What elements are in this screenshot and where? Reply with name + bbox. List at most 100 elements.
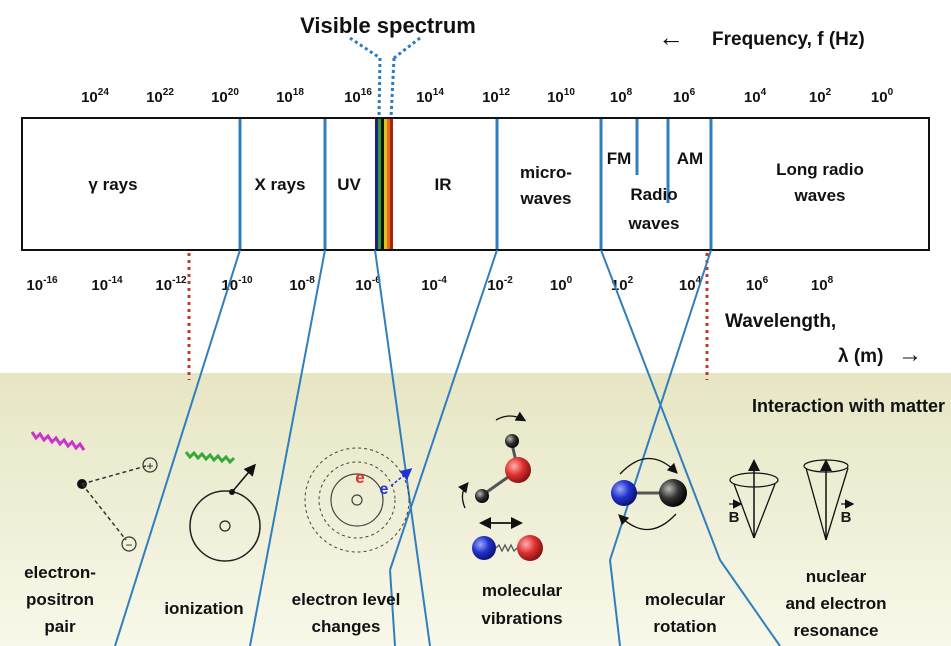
electron-sign: − (125, 538, 132, 552)
small-atom-top-icon (505, 434, 519, 448)
frequency-tick-exponent: 18 (293, 87, 305, 98)
frequency-tick-base: 10 (482, 89, 499, 106)
band-radio-line1: Radio (630, 185, 677, 204)
wavelength-tick-label: 104 (679, 275, 702, 294)
frequency-tick-base: 10 (744, 89, 761, 106)
frequency-tick-label: 1022 (146, 87, 174, 106)
frequency-tick-exponent: 8 (627, 87, 633, 98)
process-pair-line2: positron (26, 590, 94, 609)
wavelength-label-line1: Wavelength, (725, 311, 836, 332)
spring-bond-icon (495, 543, 518, 553)
ground-electron-icon: e (380, 481, 389, 498)
magnetic-field-label-1: B (729, 509, 740, 526)
ejected-electron-arrow-icon (231, 463, 256, 493)
rotation-arrow-bottom-icon (618, 513, 677, 531)
visible-spectrum-connectors (349, 36, 421, 119)
frequency-label: Frequency, f (Hz) (712, 29, 865, 50)
wavelength-tick-base: 10 (811, 277, 828, 294)
red-atom-2-icon (517, 535, 543, 561)
band-long-line1: Long radio (776, 160, 864, 179)
wavelength-tick-exponent: -6 (372, 275, 381, 286)
band-am: AM (677, 149, 703, 168)
magnetic-field-label-2: B (841, 509, 852, 526)
band-radio-line2: waves (627, 214, 679, 233)
wavelength-axis-label: Wavelength, λ (m) → (725, 311, 922, 368)
frequency-tick-base: 10 (344, 89, 361, 106)
wavelength-tick-base: 10 (355, 277, 372, 294)
frequency-tick-exponent: 22 (163, 87, 175, 98)
band-separators (238, 119, 713, 249)
process-electron-line1: electron level (292, 590, 401, 609)
band-micro-line1: micro- (520, 163, 572, 182)
process-pair-line3: pair (44, 617, 76, 636)
frequency-tick-exponent: 12 (499, 87, 511, 98)
wavelength-tick-exponent: 6 (763, 275, 769, 286)
resonance-illustration: B B (729, 459, 855, 541)
wavelength-tick-exponent: 2 (628, 275, 634, 286)
wavelength-tick-base: 10 (289, 277, 306, 294)
wavelength-tick-label: 10-2 (487, 275, 513, 294)
pair-production-illustration: + − (30, 431, 158, 552)
frequency-tick-exponent: 0 (888, 87, 894, 98)
wavelength-tick-exponent: -2 (504, 275, 513, 286)
wavelength-tick-base: 10 (679, 277, 696, 294)
frequency-tick-label: 100 (871, 87, 894, 106)
frequency-axis-label: ← Frequency, f (Hz) (658, 22, 865, 52)
molecular-rotation-illustration (611, 457, 687, 531)
electron-icon (121, 536, 137, 552)
wavelength-tick-base: 10 (746, 277, 763, 294)
frequency-tick-exponent: 24 (98, 87, 110, 98)
band-micro-line2: waves (519, 189, 571, 208)
frequency-tick-base: 10 (547, 89, 564, 106)
visible-band-strip (375, 119, 393, 249)
red-atom-icon (505, 457, 531, 483)
process-rotation-line2: rotation (653, 617, 716, 636)
frequency-tick-base: 10 (809, 89, 826, 106)
band-long-line2: waves (793, 186, 845, 205)
wavelength-tick-base: 10 (421, 277, 438, 294)
band-xrays: X rays (254, 175, 305, 194)
wavelength-tick-exponent: 8 (828, 275, 834, 286)
wavelength-tick-label: 106 (746, 275, 769, 294)
wavelength-tick-exponent: 0 (567, 275, 573, 286)
frequency-tick-base: 10 (673, 89, 690, 106)
frequency-tick-base: 10 (416, 89, 433, 106)
process-resonance-line1: nuclear (806, 567, 867, 586)
molecular-vibration-illustration (458, 411, 543, 561)
frequency-tick-exponent: 4 (761, 87, 767, 98)
frequency-tick-exponent: 10 (564, 87, 576, 98)
wavelength-tick-label: 102 (611, 275, 634, 294)
frequency-tick-label: 1010 (547, 87, 575, 106)
wavelength-tick-label: 10-16 (26, 275, 58, 294)
frequency-tick-label: 1016 (344, 87, 372, 106)
atom-orbit-icon (189, 490, 261, 562)
visible-spectrum-title: Visible spectrum (300, 13, 476, 38)
wavelength-tick-base: 10 (26, 277, 43, 294)
wavelength-tick-label: 10-8 (289, 275, 315, 294)
wavelength-tick-base: 10 (611, 277, 628, 294)
xray-photon-wave-icon (184, 450, 236, 465)
frequency-tick-base: 10 (81, 89, 98, 106)
frequency-tick-exponent: 20 (228, 87, 240, 98)
wavelength-tick-exponent: -8 (306, 275, 315, 286)
positron-sign: + (146, 459, 153, 473)
frequency-tick-label: 1014 (416, 87, 444, 106)
frequency-tick-base: 10 (146, 89, 163, 106)
wavelength-tick-exponent: -12 (172, 275, 187, 286)
process-resonance-line2: and electron (785, 594, 886, 613)
projection-lines (114, 249, 781, 646)
frequency-tick-label: 104 (744, 87, 767, 106)
ionization-illustration (184, 450, 261, 562)
process-resonance-line3: resonance (793, 621, 878, 640)
gamma-photon-wave-icon (30, 431, 86, 451)
wavelength-ticks: 10-16 10-14 10-12 10-10 10-8 10-6 10-4 10-2 100 1… (26, 275, 833, 294)
band-ir: IR (435, 175, 452, 194)
wavelength-tick-base: 10 (487, 277, 504, 294)
process-rotation-line1: molecular (645, 590, 726, 609)
frequency-tick-label: 1012 (482, 87, 510, 106)
frequency-ticks: 1024 1022 1020 1018 1016 1014 1012 1010 108 106 10… (81, 87, 893, 106)
wavelength-tick-label: 10-4 (421, 275, 447, 294)
frequency-tick-label: 1024 (81, 87, 109, 106)
red-dotted-markers (187, 253, 709, 380)
positron-icon (142, 457, 158, 473)
